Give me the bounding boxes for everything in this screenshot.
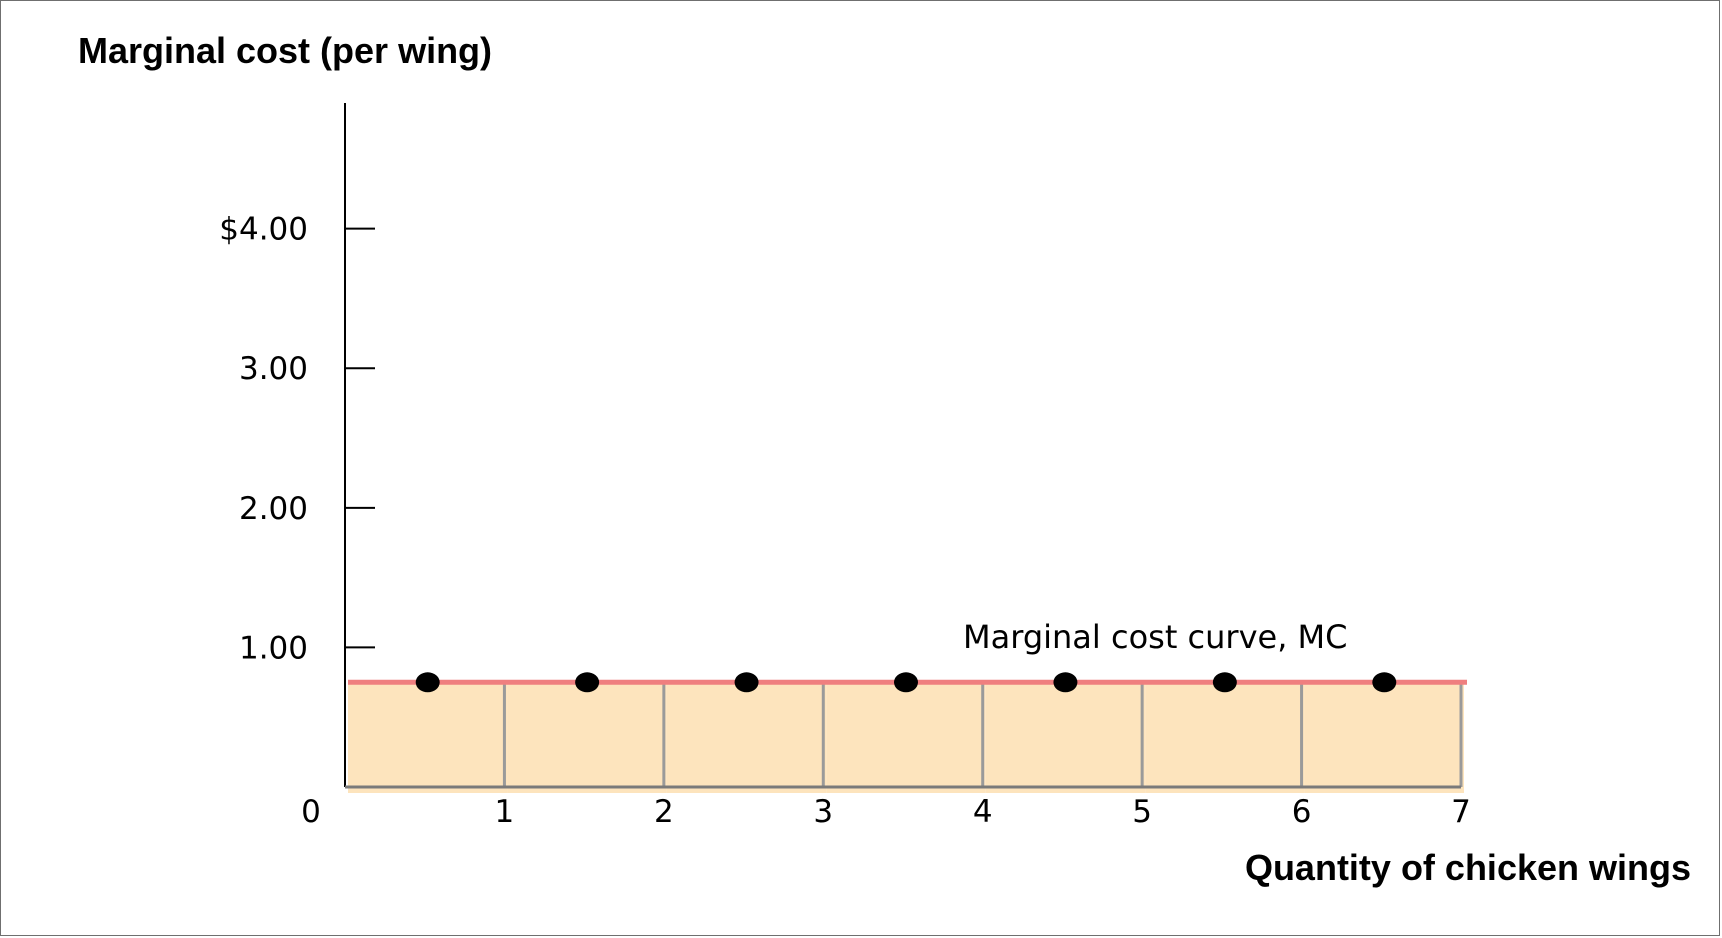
mc-curve-label: Marginal cost curve, MC <box>963 618 1347 656</box>
x-tick-label-4: 4 <box>973 794 993 830</box>
x-tick-label-5: 5 <box>1132 794 1152 830</box>
points-layer <box>415 672 1397 693</box>
bars-layer <box>348 682 1464 793</box>
y-tick-label-4: $4.00 <box>219 212 308 248</box>
y-axis-title: Marginal cost (per wing) <box>78 30 492 71</box>
mc-point-3 <box>734 672 759 693</box>
x-tick-label-0: 0 <box>301 794 321 830</box>
cost-bar-1 <box>348 682 508 793</box>
x-tick-label-3: 3 <box>813 794 833 830</box>
x-tick-label-2: 2 <box>654 794 674 830</box>
mc-point-2 <box>575 672 600 693</box>
mc-point-7 <box>1372 672 1397 693</box>
y-tick-label-2: 2.00 <box>239 491 308 527</box>
cost-bar-2 <box>507 682 667 793</box>
y-tick-label-1: 1.00 <box>239 630 308 666</box>
cost-bar-4 <box>826 682 986 793</box>
y-tick-label-3: 3.00 <box>239 351 308 387</box>
mc-point-6 <box>1212 672 1237 693</box>
mc-point-1 <box>415 672 440 693</box>
x-tick-label-1: 1 <box>495 794 515 830</box>
cost-bar-3 <box>666 682 827 793</box>
cost-bar-6 <box>1145 682 1305 793</box>
cost-bar-7 <box>1304 682 1464 793</box>
x-tick-label-7: 7 <box>1451 794 1471 830</box>
x-ticks-layer: 0 1 2 3 4 5 6 7 <box>301 794 1471 830</box>
mc-point-5 <box>1053 672 1078 693</box>
bar-dividers-layer <box>502 684 1463 787</box>
x-axis-title: Quantity of chicken wings <box>1245 847 1691 888</box>
y-ticks-layer: 1.00 2.00 3.00 $4.00 <box>219 212 375 666</box>
x-tick-label-6: 6 <box>1292 794 1312 830</box>
mc-point-4 <box>894 672 918 693</box>
cost-bar-5 <box>985 682 1146 793</box>
